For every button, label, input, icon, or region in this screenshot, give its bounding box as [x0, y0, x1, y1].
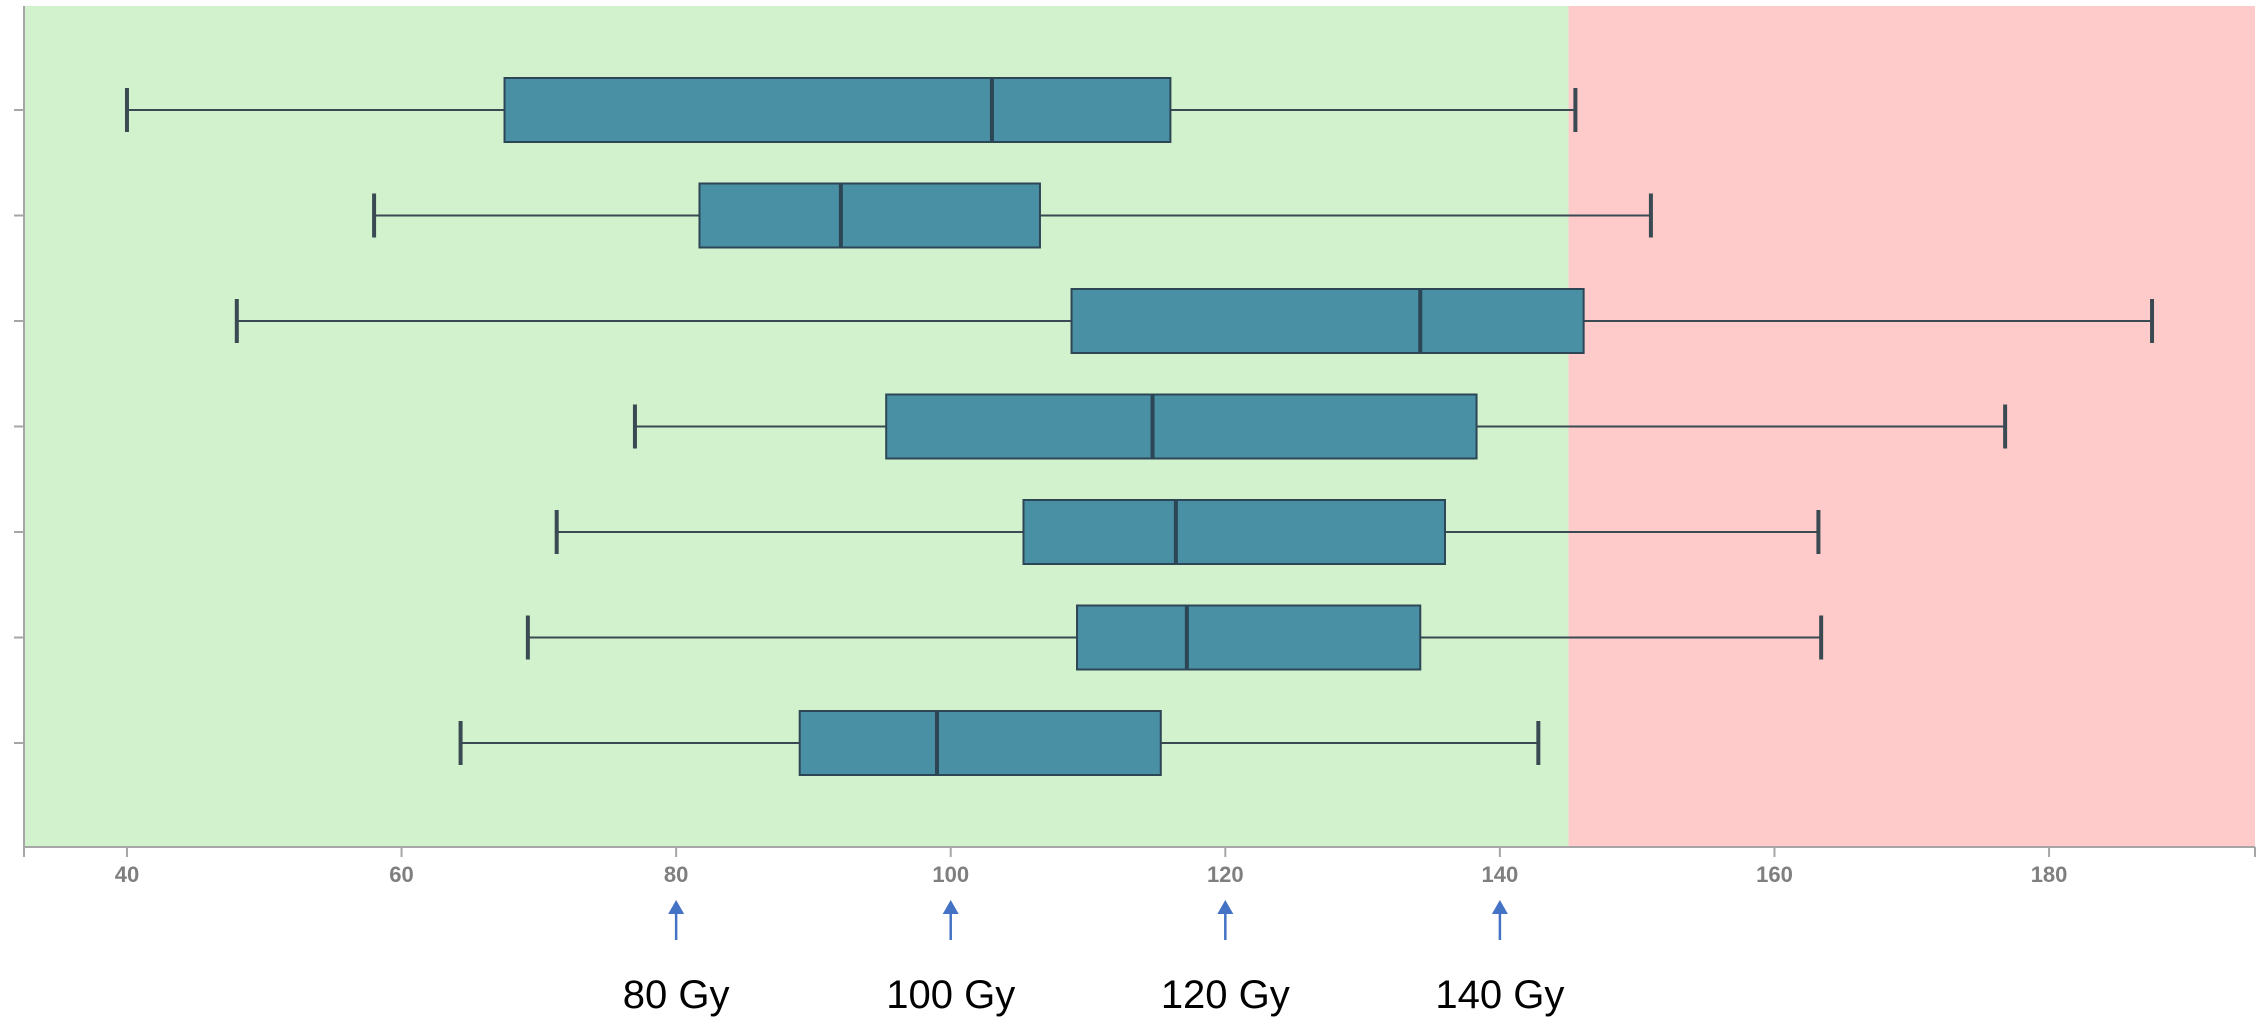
arrow-head-icon: [1217, 900, 1234, 914]
x-tick-label: 100: [932, 862, 969, 887]
x-tick-label: 40: [115, 862, 139, 887]
box-7: [458, 710, 1541, 776]
box-layer: [124, 77, 2155, 776]
x-tick-label: 60: [389, 862, 413, 887]
x-tick-label: 140: [1482, 862, 1519, 887]
gy-annotation: 140 Gy: [1435, 900, 1564, 1017]
annotation-layer: 80 Gy 100 Gy 120 Gy 140 Gy: [623, 900, 1564, 1017]
box-4: [632, 393, 2008, 460]
x-tick-label: 120: [1207, 862, 1244, 887]
arrow-head-icon: [1491, 900, 1508, 914]
iqr-box: [1076, 604, 1422, 671]
arrow-head-icon: [668, 900, 685, 914]
iqr-box: [885, 393, 1478, 460]
gy-label: 120 Gy: [1161, 973, 1290, 1017]
arrow-head-icon: [942, 900, 959, 914]
iqr-box: [503, 77, 1172, 143]
x-tick-label: 160: [1756, 862, 1793, 887]
box-6: [525, 604, 1824, 671]
iqr-box: [1070, 288, 1585, 354]
iqr-box: [1022, 499, 1446, 565]
box-2: [372, 182, 1653, 249]
x-tick-label: 180: [2031, 862, 2068, 887]
gy-annotation: 100 Gy: [886, 900, 1015, 1017]
x-tick-label: 80: [664, 862, 688, 887]
gy-annotation: 80 Gy: [623, 900, 730, 1017]
box-3: [234, 288, 2155, 354]
iqr-box: [698, 182, 1041, 249]
gy-label: 80 Gy: [623, 973, 730, 1017]
iqr-box: [798, 710, 1162, 776]
box-1: [124, 77, 1578, 143]
gy-label: 140 Gy: [1435, 973, 1564, 1017]
gy-annotation: 120 Gy: [1161, 900, 1290, 1017]
axis-layer: 40 60 80 100 120 140 160 180: [14, 6, 2256, 887]
gy-label: 100 Gy: [886, 973, 1015, 1017]
box-5: [554, 499, 1821, 565]
